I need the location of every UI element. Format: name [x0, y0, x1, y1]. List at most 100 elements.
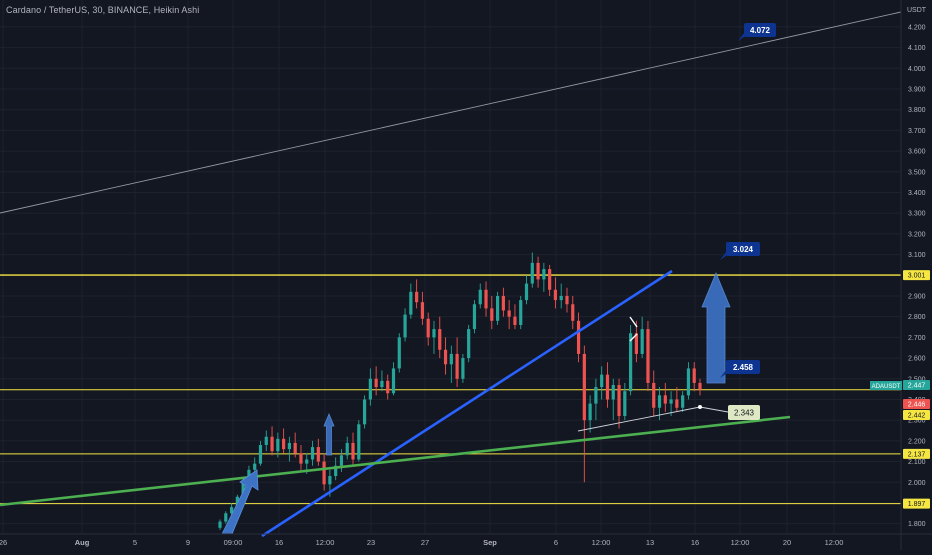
candle-body	[432, 329, 436, 338]
candle-body	[559, 295, 563, 301]
level-price-tag	[903, 270, 930, 281]
candle-body	[588, 403, 592, 421]
candle-body	[276, 438, 280, 452]
candle-body	[675, 399, 679, 408]
candle-body	[507, 310, 511, 317]
candle-body	[368, 378, 372, 400]
price-tick-label: 2.600	[908, 356, 926, 363]
candle-body	[646, 329, 650, 383]
candle-body	[229, 507, 234, 514]
currency-label: USDT	[907, 7, 927, 14]
candle-body	[264, 436, 268, 445]
candle-body	[652, 382, 656, 408]
candle-body	[334, 465, 338, 477]
candle-body	[409, 291, 413, 315]
callout-dot	[698, 405, 702, 409]
candle-body	[582, 353, 586, 421]
time-tick-label: Aug	[75, 538, 90, 547]
time-tick-label: 5	[133, 538, 137, 547]
price-tick-label: 3.300	[908, 211, 926, 218]
level-price-label: 3.001	[908, 273, 926, 280]
long-term-trendline	[0, 11, 902, 214]
ticker-tag-label: ADAUSDT	[872, 384, 901, 390]
price-tick-label: 2.500	[908, 376, 926, 383]
candle-body	[339, 455, 344, 466]
time-tick-label: Sep	[483, 538, 497, 547]
candle-body	[571, 304, 575, 321]
candle-body	[692, 368, 696, 383]
candle-body	[391, 368, 396, 394]
price-tag-box	[903, 410, 930, 420]
price-tick-label: 4.100	[908, 45, 926, 52]
price-tick-label: 2.200	[908, 438, 926, 445]
candle-body	[310, 447, 315, 460]
candle-body	[397, 337, 401, 369]
price-tag-box	[903, 380, 930, 390]
price-tick-label: 3.100	[908, 252, 926, 259]
up-arrow-large	[701, 271, 731, 384]
time-tick-label: 20	[783, 538, 791, 547]
annotations: 4.072 3.024 2.458 2.343	[720, 23, 776, 420]
candle-body	[316, 447, 320, 462]
candle-body	[657, 395, 662, 408]
candle-body	[681, 395, 685, 408]
candle-body	[282, 438, 286, 450]
candle-body	[415, 291, 419, 303]
level-price-label: 1.897	[908, 501, 926, 508]
candle-body	[605, 374, 610, 400]
price-tick-label: 3.400	[908, 190, 926, 197]
candle-body	[293, 442, 297, 454]
annotation-4072-box	[744, 23, 776, 37]
candle-body	[345, 442, 349, 456]
candle-body	[328, 476, 332, 485]
candle-body	[235, 496, 239, 508]
callout-line	[699, 406, 729, 413]
time-tick-label: 23	[367, 538, 375, 547]
candles	[218, 252, 702, 530]
candle-body	[686, 368, 691, 396]
candle-body	[461, 358, 465, 379]
candle-body	[253, 463, 257, 470]
candle-body	[374, 378, 378, 388]
price-tick-label: 1.800	[908, 521, 926, 528]
price-axis: USDT1.8001.9002.0002.1002.2002.3002.4002…	[870, 0, 932, 550]
candle-body	[258, 445, 263, 464]
candle-body	[449, 353, 453, 365]
blue-trendline	[261, 269, 673, 538]
time-tick-label: 6	[554, 538, 558, 547]
candle-body	[663, 395, 667, 404]
candle-body	[420, 302, 425, 319]
candle-body	[634, 333, 638, 354]
candle-body	[565, 295, 569, 305]
candle-body	[270, 436, 274, 452]
candle-body	[542, 269, 546, 280]
candle-body	[467, 329, 471, 359]
candle-body	[362, 399, 367, 425]
time-tick-label: 12:00	[592, 538, 611, 547]
candle-body	[600, 374, 604, 388]
white-support-line	[577, 406, 701, 432]
annotation-2343-box	[728, 405, 760, 420]
candle-body	[490, 308, 494, 321]
time-tick-label: 13	[646, 538, 654, 547]
up-arrow-small	[323, 412, 335, 456]
price-tick-label: 2.900	[908, 293, 926, 300]
ticker-tag-box	[870, 381, 902, 390]
candle-body	[403, 314, 407, 338]
candle-body	[386, 380, 390, 394]
price-tag-box	[903, 399, 930, 409]
price-tick-label: 3.500	[908, 169, 926, 176]
annotation-2458-box	[726, 360, 760, 374]
small-marker	[629, 316, 638, 342]
candle-body	[299, 453, 303, 464]
time-axis: 26 Aug 5 9 09:00 16 12:00 23 27 Sep 6 12:00 13 16 12:0…	[0, 533, 932, 547]
candle-body	[629, 333, 633, 392]
candle-body	[536, 262, 540, 280]
candle-body	[698, 382, 702, 390]
price-tick-label: 4.000	[908, 66, 926, 73]
candle-body	[357, 424, 361, 460]
price-tick-label: 3.800	[908, 107, 926, 114]
annotation-3024-label: 3.024	[733, 245, 754, 254]
